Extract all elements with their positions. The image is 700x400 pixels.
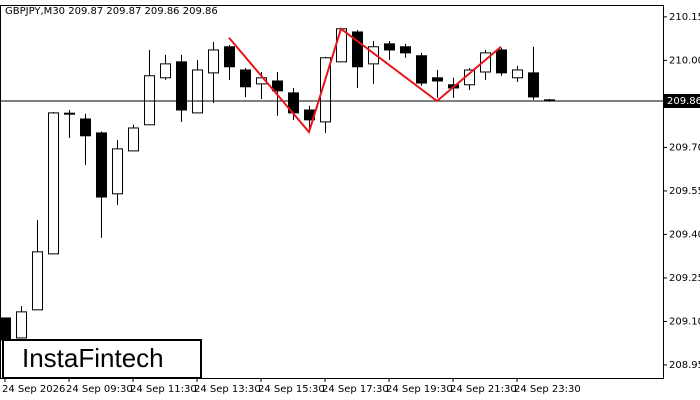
candle-body (384, 43, 395, 51)
candle-body (96, 132, 107, 198)
y-tick-label: 209.25 (669, 273, 700, 284)
candle-body (80, 118, 91, 137)
candle-body (320, 57, 331, 123)
candle-body (144, 75, 155, 126)
x-tick-label: 24 Sep 15:30 (258, 384, 325, 395)
candle-body (48, 112, 59, 255)
x-tick-label: 24 Sep 11:30 (130, 384, 197, 395)
y-tick-label: 209.55 (669, 186, 700, 197)
y-tick-label: 209.40 (669, 229, 700, 240)
candle-body (208, 49, 219, 74)
candle-body (272, 80, 283, 92)
candle-body (192, 69, 203, 114)
candle-body (352, 31, 363, 68)
pattern-line (228, 27, 502, 135)
candle-body (368, 46, 379, 65)
plot-frame (0, 5, 664, 379)
candle-body (496, 49, 507, 74)
candle-body (112, 148, 123, 195)
current-price-box (664, 94, 700, 109)
candle-body (128, 127, 139, 152)
current-price-label: 209.86 (667, 96, 700, 107)
candle-body (416, 55, 427, 84)
x-tick-label: 24 Sep 19:30 (386, 384, 453, 395)
x-tick-label: 24 Sep 23:30 (514, 384, 581, 395)
x-tick-label: 24 Sep 09:30 (66, 384, 133, 395)
y-tick-label: 210.00 (669, 55, 700, 66)
candle-body (480, 52, 491, 73)
candle-body (224, 46, 235, 68)
logo: InstaFintech (22, 343, 164, 373)
y-tick-label: 209.10 (669, 316, 700, 327)
candle-body (0, 317, 11, 341)
candle-body (16, 311, 27, 339)
x-tick-label: 24 Sep 2026 (2, 384, 65, 395)
candle-body (240, 69, 251, 88)
candle-body (400, 46, 411, 54)
candle-body (64, 112, 75, 115)
candle-body (336, 28, 347, 63)
y-tick-label: 210.15 (669, 12, 700, 23)
candle-body (32, 251, 43, 311)
y-tick-label: 209.70 (669, 142, 700, 153)
logo-box (2, 339, 202, 379)
candle-body (176, 61, 187, 111)
candle-body (432, 77, 443, 82)
x-tick-label: 24 Sep 13:30 (194, 384, 261, 395)
y-tick-label: 208.95 (669, 360, 700, 371)
candle-body (528, 72, 539, 98)
candle-body (512, 69, 523, 79)
chart-title: GBPJPY,M30 209.87 209.87 209.86 209.86 (5, 6, 218, 17)
x-tick-label: 24 Sep 17:30 (322, 384, 389, 395)
candle-body (160, 63, 171, 79)
x-tick-label: 24 Sep 21:30 (450, 384, 517, 395)
